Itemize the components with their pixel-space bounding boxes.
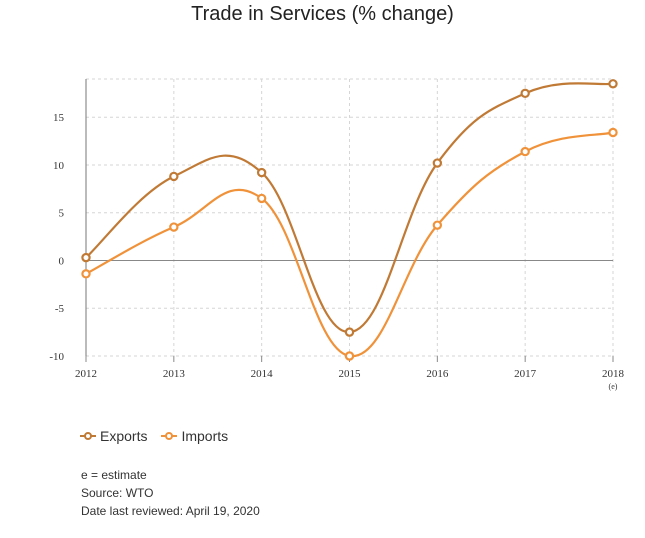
chart-notes: e = estimate Source: WTO Date last revie… bbox=[81, 466, 260, 520]
series-layer bbox=[81, 79, 618, 361]
x-tick-label: 2016 bbox=[426, 368, 449, 380]
legend-marker-imports bbox=[161, 432, 178, 440]
legend-item-imports[interactable]: Imports bbox=[161, 428, 228, 444]
chart-title: Trade in Services (% change) bbox=[191, 3, 454, 25]
x-tick-label: 2014 bbox=[251, 368, 274, 380]
legend-marker-exports bbox=[80, 432, 96, 440]
legend-item-exports[interactable]: Exports bbox=[80, 428, 147, 444]
data-point-exports bbox=[81, 252, 91, 263]
data-point-imports bbox=[169, 222, 179, 232]
data-point-exports bbox=[432, 158, 443, 168]
y-tick-label: -5 bbox=[55, 303, 65, 315]
data-point-imports bbox=[520, 146, 530, 157]
data-point-exports bbox=[608, 79, 618, 89]
y-tick-label: 15 bbox=[53, 112, 65, 124]
note-source: Source: WTO bbox=[81, 486, 154, 500]
data-point-imports bbox=[344, 351, 355, 361]
data-point-imports bbox=[256, 193, 267, 204]
x-tick-label: 2017 bbox=[514, 368, 537, 380]
data-point-imports bbox=[608, 127, 618, 138]
y-tick-label: 5 bbox=[59, 208, 65, 220]
legend: Exports Imports bbox=[80, 428, 228, 444]
x-tick-label: 2012 bbox=[75, 368, 97, 380]
note-reviewed: Date last reviewed: April 19, 2020 bbox=[81, 504, 260, 518]
line-chart: -10 -5 0 5 10 15 2012 2013 2014 2015 2016 2017 2018 (… bbox=[49, 78, 625, 391]
grid-layer bbox=[86, 78, 614, 357]
y-tick-label: 0 bbox=[59, 255, 65, 267]
series-line-imports bbox=[85, 131, 614, 358]
x-tick-label: 2013 bbox=[163, 368, 186, 380]
data-point-exports bbox=[169, 171, 179, 182]
legend-label-exports: Exports bbox=[100, 428, 148, 444]
legend-label-imports: Imports bbox=[181, 428, 229, 444]
data-point-imports bbox=[81, 269, 91, 279]
x-tick-sublabel: (e) bbox=[609, 382, 618, 391]
x-tick-label: 2015 bbox=[339, 368, 362, 380]
data-point-exports bbox=[344, 327, 355, 337]
y-tick-label: -10 bbox=[49, 351, 64, 363]
data-point-imports bbox=[432, 220, 443, 230]
x-tick-label: 2018 bbox=[602, 368, 625, 380]
data-point-exports bbox=[520, 88, 530, 99]
axis-layer: -10 -5 0 5 10 15 2012 2013 2014 2015 2016 2017 2018 (… bbox=[49, 79, 625, 391]
y-tick-label: 10 bbox=[53, 160, 65, 172]
data-point-exports bbox=[256, 167, 267, 178]
note-estimate: e = estimate bbox=[81, 468, 147, 482]
